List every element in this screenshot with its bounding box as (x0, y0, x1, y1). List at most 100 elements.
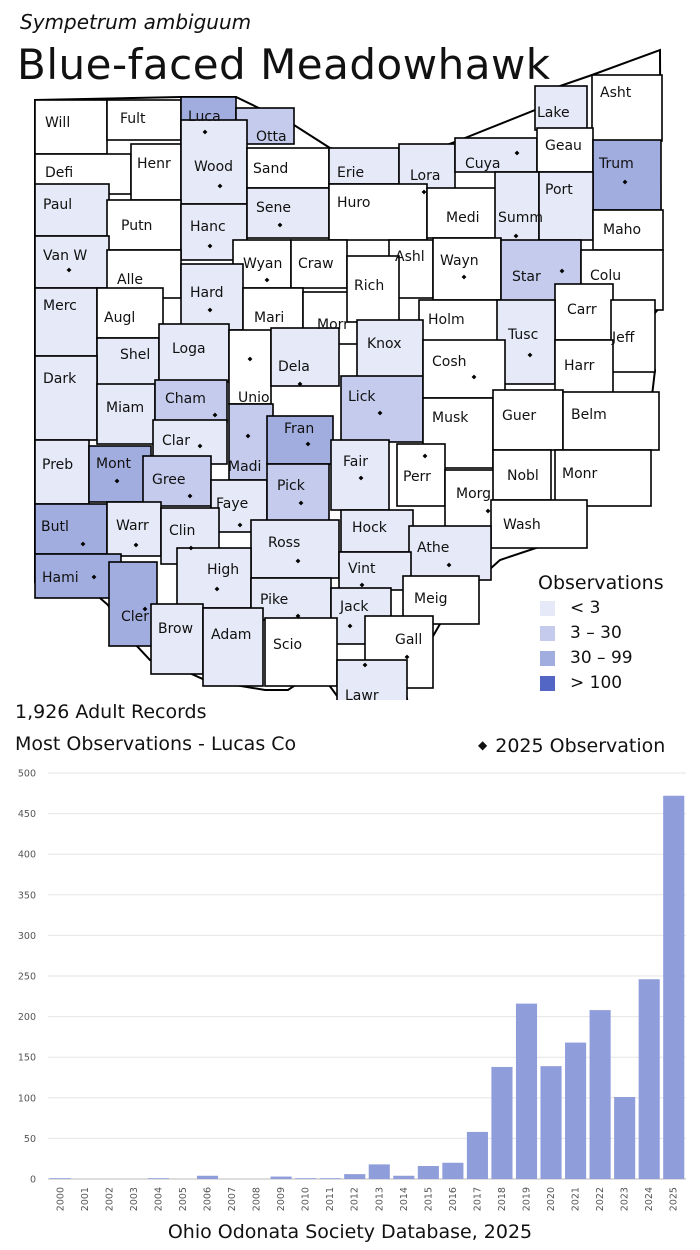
x-axis: 2000 2001 2002 2003 2004 2005 2006 2007 2008 2009… (55, 1187, 679, 1211)
y-tick-label: 150 (18, 1053, 36, 1064)
county-label-medi: Medi (446, 210, 479, 226)
county-label-morr: Morr (317, 317, 349, 333)
county-lick (340, 375, 424, 443)
ohio-county-map: Will Fult Luca Otta Lake Asht Defi Henr Wood Sand… (34, 48, 664, 700)
county-label-lora: Lora (410, 168, 440, 184)
county-hami (34, 553, 122, 599)
county-maho (592, 209, 664, 251)
county-label-morg: Morg (456, 486, 491, 502)
observation-2025-dot (527, 352, 533, 358)
county-nobl (492, 449, 552, 501)
county-label-lawr: Lawr (345, 688, 379, 700)
county-label-fran: Fran (284, 421, 314, 437)
bar-2010 (295, 1178, 317, 1179)
bar-2018 (491, 1066, 513, 1179)
county-carr (554, 283, 614, 341)
county-perr (396, 443, 446, 507)
county-huro (328, 183, 428, 241)
county-brow (150, 603, 204, 675)
legend-2025-label: 2025 Observation (495, 735, 666, 757)
county-label-faye: Faye (216, 496, 248, 512)
county-label-guer: Guer (502, 408, 536, 424)
x-tick-label: 2010 (301, 1187, 312, 1211)
county-label-holm: Holm (428, 312, 465, 328)
county-label-fult: Fult (120, 111, 146, 127)
bar-2004 (147, 1178, 169, 1179)
county-dark (34, 355, 98, 441)
county-hock (340, 509, 414, 553)
county-label-monr: Monr (562, 466, 598, 482)
county-label-hock: Hock (352, 520, 388, 536)
county-label-maho: Maho (603, 222, 641, 238)
county-label-ross: Ross (268, 535, 300, 551)
x-tick-label: 2005 (178, 1187, 189, 1211)
county-label-hami: Hami (42, 570, 79, 586)
county-paul (34, 183, 110, 237)
county-label-clin: Clin (169, 523, 195, 539)
county-high (176, 547, 252, 609)
x-tick-label: 2024 (644, 1187, 655, 1211)
county-label-loga: Loga (172, 341, 206, 357)
county-dela (270, 327, 340, 387)
x-tick-label: 2004 (153, 1187, 164, 1211)
county-label-harr: Harr (564, 358, 595, 374)
county-hard (180, 263, 244, 331)
observation-2025-dot (358, 475, 364, 481)
county-label-wood: Wood (194, 159, 233, 175)
observation-2025-dot (421, 189, 427, 195)
x-tick-label: 2001 (80, 1187, 91, 1211)
y-tick-label: 0 (30, 1175, 36, 1186)
x-tick-label: 2012 (350, 1187, 361, 1211)
county-butl (34, 503, 108, 555)
county-label-will: Will (45, 115, 70, 131)
county-label-fair: Fair (343, 454, 368, 470)
county-harr (554, 339, 614, 397)
x-tick-label: 2003 (129, 1187, 140, 1211)
county-label-mari: Mari (254, 310, 284, 326)
bar-2014 (393, 1175, 415, 1179)
county-label-henr: Henr (137, 156, 171, 172)
y-tick-label: 500 (18, 769, 36, 780)
county-label-dela: Dela (278, 359, 310, 375)
county-label-cuya: Cuya (465, 156, 501, 172)
county-morg (444, 469, 500, 533)
y-tick-label: 100 (18, 1093, 36, 1104)
x-tick-label: 2018 (497, 1187, 508, 1211)
county-label-high: High (207, 562, 239, 578)
county-label-defi: Defi (45, 165, 73, 181)
county-knox (356, 319, 424, 379)
county-label-trum: Trum (598, 156, 634, 172)
county-geau (536, 127, 594, 173)
legend-label: > 100 (570, 673, 623, 693)
county-label-huro: Huro (337, 195, 370, 211)
bar-2016 (442, 1162, 464, 1179)
county-label-paul: Paul (43, 197, 72, 213)
county-label-clar: Clar (162, 433, 190, 449)
bar-2021 (565, 1042, 587, 1179)
county-label-tusc: Tusc (507, 327, 538, 343)
county-label-mont: Mont (96, 456, 132, 472)
x-tick-label: 2007 (227, 1187, 238, 1211)
bar-2024 (638, 979, 660, 1179)
county-label-gall: Gall (395, 632, 422, 648)
county-label-luca: Luca (188, 109, 221, 125)
county-ross (250, 519, 340, 579)
observation-2025-dot (471, 374, 477, 380)
county-label-perr: Perr (403, 469, 431, 485)
record-count: 1,926 Adult Records (15, 701, 207, 723)
county-label-gree: Gree (152, 472, 186, 488)
county-label-star: Star (512, 269, 541, 285)
county-label-sand: Sand (253, 161, 288, 177)
county-cosh (422, 339, 506, 399)
x-tick-label: 2014 (399, 1187, 410, 1211)
county-label-cham: Cham (165, 391, 206, 407)
x-tick-label: 2013 (374, 1187, 385, 1211)
county-cler (108, 561, 158, 647)
most-observations: Most Observations - Lucas Co (15, 733, 297, 755)
county-label-meig: Meig (414, 591, 447, 607)
county-scio (264, 617, 338, 687)
county-label-merc: Merc (43, 298, 77, 314)
county-label-geau: Geau (545, 138, 582, 154)
county-label-nobl: Nobl (507, 468, 539, 484)
